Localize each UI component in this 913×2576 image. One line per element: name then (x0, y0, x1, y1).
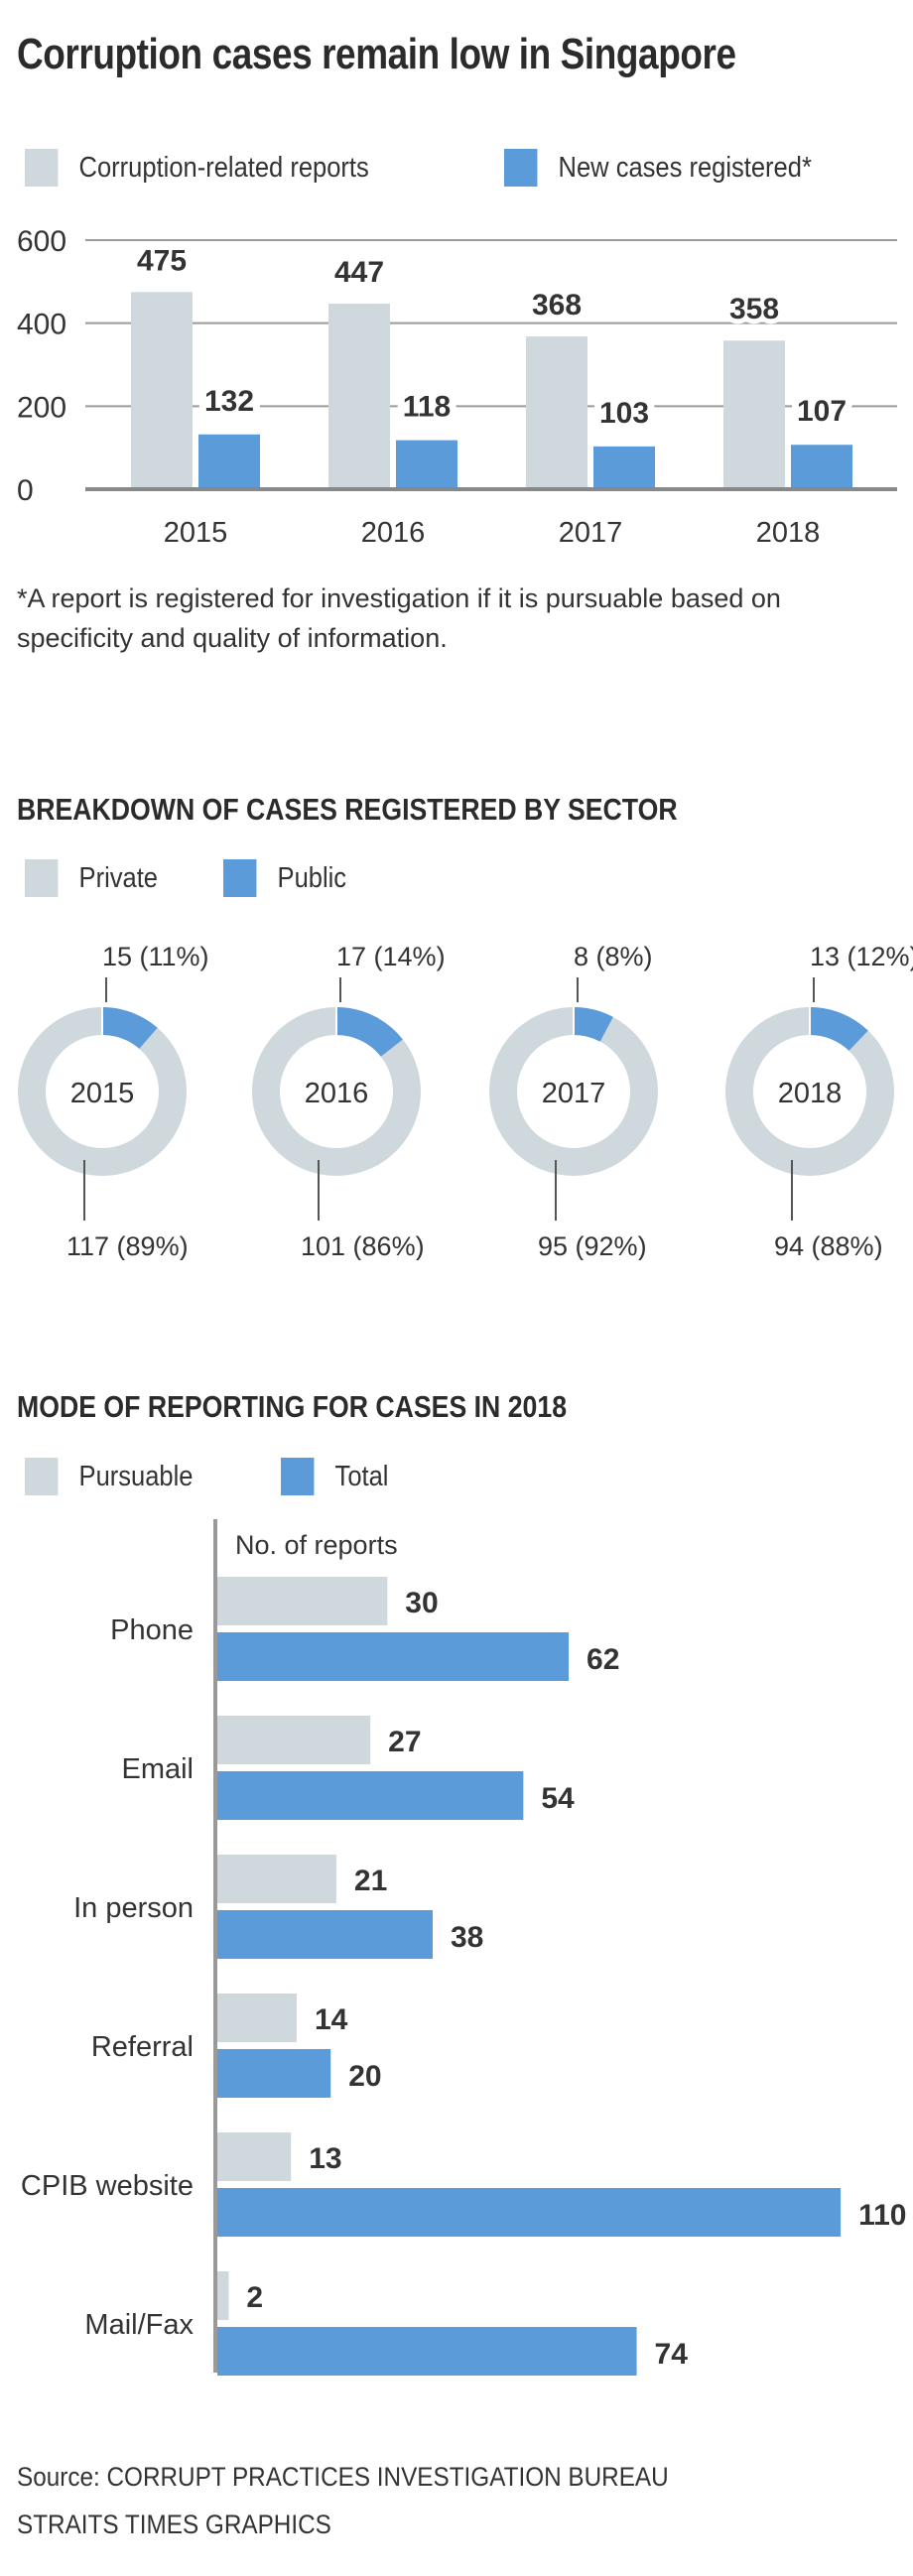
value-label-cases: 118 (403, 391, 451, 424)
public-value-label: 8 (8%) (574, 942, 653, 971)
public-value-label: 13 (12%) (810, 942, 913, 971)
value-label-total: 74 (655, 2338, 689, 2371)
legend-swatch-gray (25, 1458, 59, 1495)
category-label: Email (121, 1753, 194, 1785)
donut-public-segment (573, 1007, 613, 1042)
category-label: Referral (91, 2031, 194, 2063)
donut-public-segment (101, 1007, 158, 1050)
bar-pursuable (217, 2271, 229, 2320)
x-tick-label: 2016 (361, 517, 426, 549)
donut-year-label: 2018 (778, 1078, 843, 1109)
legend-label: Corruption-related reports (78, 151, 369, 184)
value-label-cases: 107 (797, 395, 847, 428)
value-label-pursuable: 14 (315, 2003, 348, 2036)
x-tick-label: 2017 (559, 517, 623, 549)
page-title: Corruption cases remain low in Singapore (17, 30, 736, 78)
legend-cases: New cases registered* (504, 149, 812, 187)
category-label: In person (73, 1892, 194, 1924)
value-label-pursuable: 2 (246, 2281, 263, 2314)
private-value-label: 94 (88%) (774, 1231, 883, 1260)
source: Source: CORRUPT PRACTICES INVESTIGATION … (17, 2453, 669, 2548)
value-label-pursuable: 13 (309, 2142, 341, 2175)
legend-swatch-blue (223, 859, 257, 897)
source-text: Source: CORRUPT PRACTICES INVESTIGATION … (17, 2462, 669, 2492)
private-value-label: 117 (89%) (66, 1231, 189, 1260)
donut-year-label: 2015 (70, 1078, 135, 1109)
bar-total (217, 2327, 637, 2376)
bar-pursuable (217, 1716, 371, 1764)
legend-label: Public (277, 861, 347, 894)
legend-label: Pursuable (78, 1460, 194, 1492)
private-value-label: 95 (92%) (538, 1231, 647, 1260)
footnote: *A report is registered for investigatio… (17, 583, 781, 653)
bar-pursuable (217, 1855, 336, 1903)
bar-reports (328, 304, 390, 487)
value-label-total: 62 (587, 1643, 619, 1676)
legend-private: Private (25, 859, 158, 897)
category-label: CPIB website (21, 2170, 194, 2202)
legend-swatch-gray (25, 149, 59, 187)
bar-cases (396, 440, 457, 487)
section-title-sector: BREAKDOWN OF CASES REGISTERED BY SECTOR (17, 792, 678, 827)
bar-cases (198, 434, 260, 487)
value-label-total: 20 (348, 2060, 381, 2093)
value-label-total: 110 (858, 2199, 906, 2232)
public-value-label: 17 (14%) (336, 942, 446, 971)
public-value-label: 15 (11%) (102, 942, 209, 971)
y-tick-label: 200 (17, 391, 66, 424)
bar-reports (131, 292, 193, 487)
legend-total: Total (281, 1458, 388, 1495)
bar-cases (791, 445, 852, 487)
bar-total (217, 1910, 433, 1959)
x-tick-label: 2018 (756, 517, 821, 549)
category-label: Mail/Fax (84, 2309, 194, 2341)
value-label-reports: 358 (729, 293, 779, 325)
value-label-pursuable: 30 (405, 1587, 438, 1619)
value-label-pursuable: 21 (354, 1865, 387, 1897)
bar-reports (526, 336, 587, 487)
credit-text: STRAITS TIMES GRAPHICS (17, 2510, 331, 2539)
legend-swatch-blue (281, 1458, 315, 1495)
x-axis-label: No. of reports (235, 1530, 398, 1560)
x-tick-label: 2015 (164, 517, 228, 549)
y-tick-label: 600 (17, 225, 66, 258)
value-label-reports: 368 (532, 289, 582, 322)
bar-reports (723, 340, 785, 487)
bar-total (217, 1771, 524, 1820)
column-chart: 0 200 400 600 475 132 2015 447 118 2016 368 103 2017… (17, 225, 897, 549)
section-title-mode: MODE OF REPORTING FOR CASES IN 2018 (17, 1389, 568, 1424)
donut-public-segment (335, 1007, 403, 1058)
legend-swatch-blue (504, 149, 538, 187)
private-value-label: 101 (86%) (301, 1231, 425, 1260)
value-label-reports: 447 (334, 256, 384, 289)
donut-public-segment (809, 1007, 868, 1052)
value-label-cases: 103 (599, 397, 649, 430)
donut-year-label: 2016 (305, 1078, 369, 1109)
bar-pursuable (217, 1577, 388, 1625)
legend-label: Total (334, 1460, 389, 1492)
bar-pursuable (217, 2132, 292, 2181)
legend-label: Private (78, 861, 158, 894)
legend-pursuable: Pursuable (25, 1458, 193, 1495)
value-label-pursuable: 27 (388, 1726, 421, 1758)
value-label-reports: 475 (137, 244, 187, 277)
bar-total (217, 2188, 842, 2237)
value-label-total: 54 (541, 1782, 575, 1815)
y-tick-label: 400 (17, 309, 66, 341)
donut-year-label: 2017 (542, 1078, 606, 1109)
legend-swatch-gray (25, 859, 59, 897)
legend-public: Public (223, 859, 346, 897)
y-tick-label: 0 (17, 474, 34, 507)
value-label-cases: 132 (204, 385, 254, 418)
bar-pursuable (217, 1994, 297, 2042)
donut-charts: 2015 15 (11%) 117 (89%) 2016 17 (14%) 101 (86… (18, 942, 913, 1260)
bar-cases (593, 446, 655, 487)
category-label: Phone (110, 1614, 194, 1646)
bar-total (217, 1632, 570, 1681)
bar-total (217, 2049, 331, 2098)
value-label-total: 38 (451, 1921, 483, 1954)
legend-label: New cases registered* (558, 151, 812, 184)
legend-reports: Corruption-related reports (25, 149, 369, 187)
